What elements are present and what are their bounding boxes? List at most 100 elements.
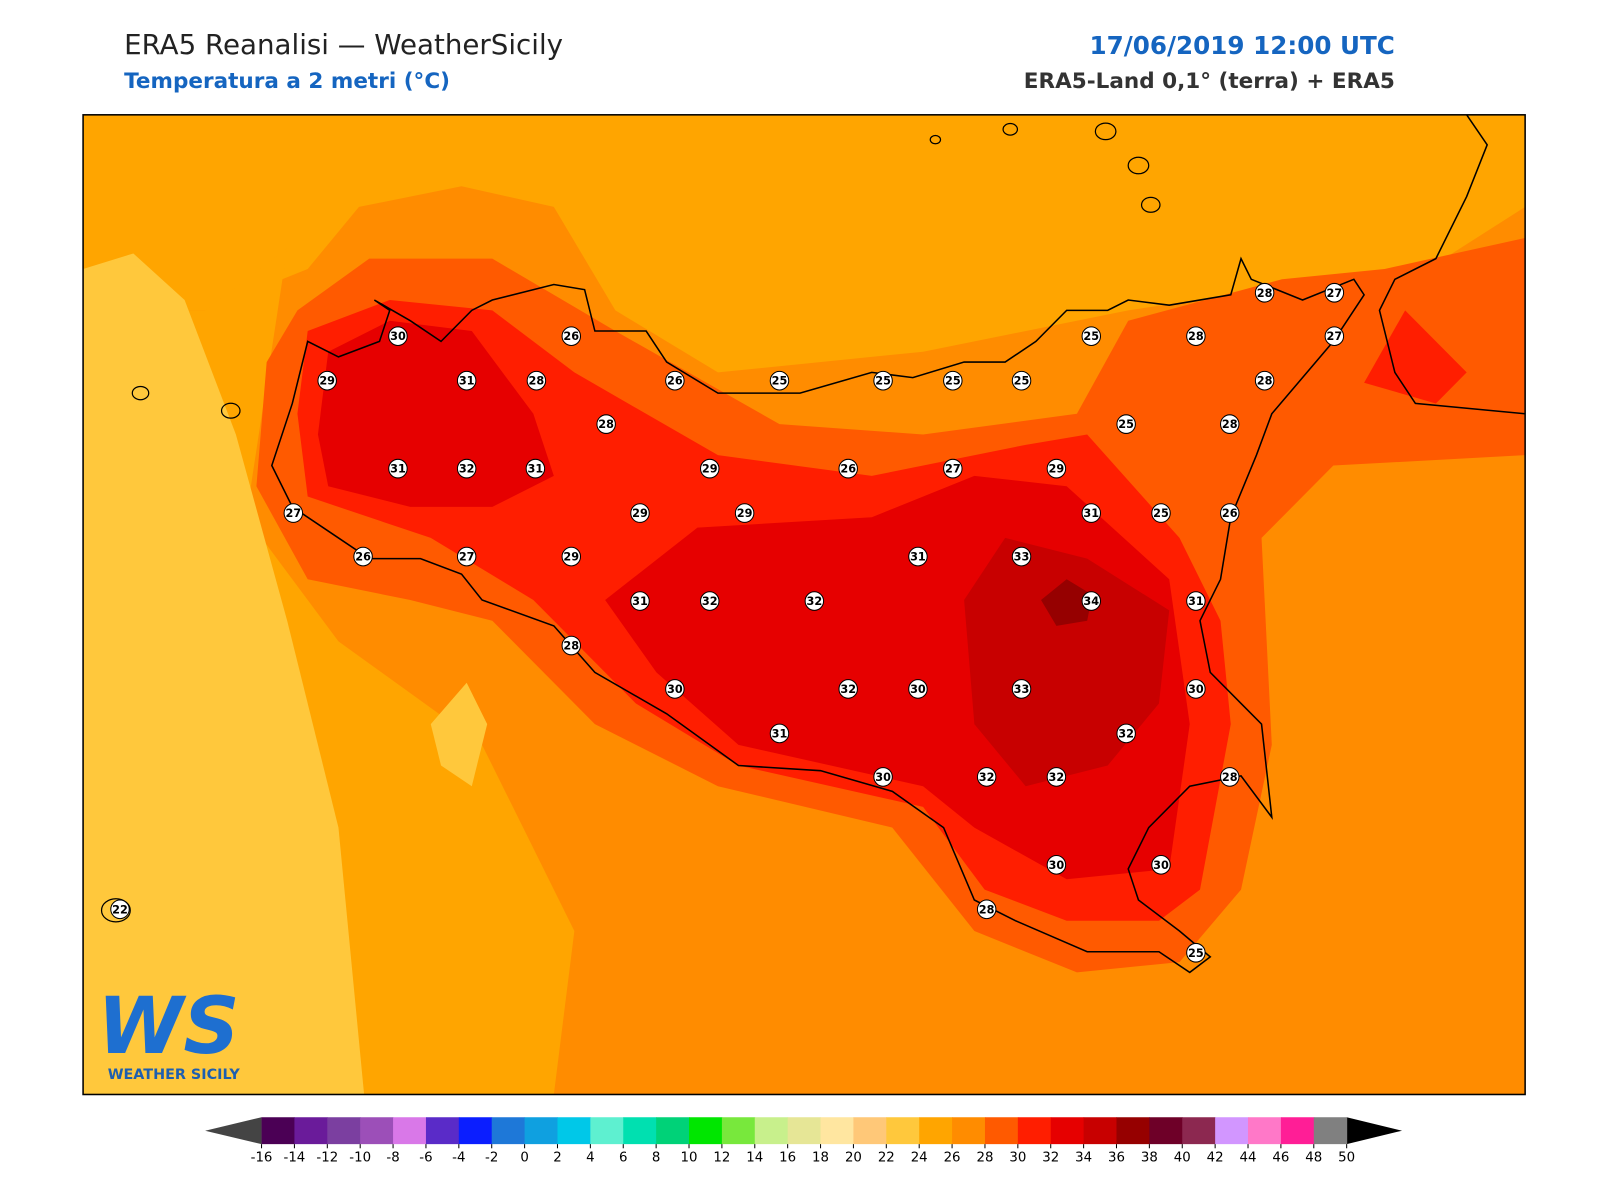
station-marker xyxy=(734,503,755,523)
temperature-contour xyxy=(83,253,365,1095)
station-value: 28 xyxy=(563,638,579,652)
station-marker xyxy=(908,679,928,699)
colorbar-segment xyxy=(919,1117,953,1145)
colorbar: -16 -14 -12 -10 -8 -6 -4 -2 0 2 4 6 8 10 12 14 16 18 20 22 2… xyxy=(205,1117,1403,1166)
colorbar-segment xyxy=(721,1117,756,1145)
station-marker xyxy=(1186,326,1206,347)
station-marker xyxy=(838,458,858,479)
station-value: 22 xyxy=(112,902,128,916)
station-value: 30 xyxy=(390,329,406,343)
station-marker xyxy=(1011,679,1032,699)
station-value: 30 xyxy=(1049,858,1065,872)
colorbar-segment xyxy=(820,1117,854,1145)
subtitle: Temperatura a 2 metri (°C) xyxy=(124,69,450,94)
colorbar-tick-label: 14 xyxy=(746,1151,763,1166)
colorbar-tick-label: 38 xyxy=(1141,1151,1158,1166)
colorbar-segment xyxy=(524,1117,558,1145)
station-marker xyxy=(317,370,337,391)
colorbar-segment xyxy=(360,1117,394,1145)
station-value: 25 xyxy=(1188,946,1204,960)
station-marker xyxy=(943,458,963,479)
station-value: 32 xyxy=(807,594,823,608)
station-marker xyxy=(1116,723,1136,744)
station-value: 32 xyxy=(459,462,475,476)
station-value: 25 xyxy=(772,374,788,388)
station-value: 30 xyxy=(910,682,926,696)
station-value: 31 xyxy=(910,550,926,564)
coastline xyxy=(1378,114,1526,415)
colorbar-segment xyxy=(754,1117,789,1145)
colorbar-segment xyxy=(1050,1117,1085,1145)
colorbar-under xyxy=(205,1117,262,1145)
colorbar-tick-label: 34 xyxy=(1075,1151,1092,1166)
station-value: 31 xyxy=(459,374,475,388)
station-value: 31 xyxy=(390,462,406,476)
station-value: 34 xyxy=(1083,594,1099,608)
station-value: 30 xyxy=(875,770,891,784)
station-value: 30 xyxy=(1153,858,1169,872)
station-marker xyxy=(1219,767,1240,787)
island xyxy=(1140,196,1161,213)
station-value: 33 xyxy=(1014,682,1030,696)
colorbar-tick-label: -8 xyxy=(386,1151,399,1166)
station-value: 32 xyxy=(702,594,718,608)
station-marker xyxy=(561,635,582,656)
colorbar-segment xyxy=(952,1117,986,1145)
station-value: 27 xyxy=(1327,286,1343,300)
station-marker xyxy=(1324,326,1345,347)
island xyxy=(220,402,241,419)
colorbar-segment xyxy=(689,1117,723,1145)
colorbar-segment xyxy=(1083,1117,1118,1145)
temperature-contour xyxy=(317,320,554,507)
station-marker xyxy=(1186,591,1206,611)
colorbar-tick-label: 16 xyxy=(779,1151,796,1166)
station-value: 31 xyxy=(1083,506,1099,520)
station-marker xyxy=(1324,282,1345,303)
colorbar-segment xyxy=(1215,1117,1249,1145)
station-value: 31 xyxy=(528,462,544,476)
colorbar-tick-label: -2 xyxy=(485,1151,498,1166)
station-marker xyxy=(908,546,928,567)
colorbar-tick-label: 4 xyxy=(586,1151,594,1166)
logo-text: WEATHER SICILY xyxy=(108,1067,241,1083)
map-frame xyxy=(82,114,1526,1096)
station-value: 28 xyxy=(1257,286,1273,300)
station-marker xyxy=(873,370,893,391)
colorbar-tick-label: -4 xyxy=(452,1151,465,1166)
colorbar-tick-label: 26 xyxy=(944,1151,961,1166)
colorbar-tick-label: -6 xyxy=(419,1151,432,1166)
station-value: 25 xyxy=(1083,329,1099,343)
colorbar-tick-label: 24 xyxy=(911,1151,928,1166)
station-marker xyxy=(838,679,858,699)
island xyxy=(100,898,131,923)
logo-mark: WS xyxy=(97,981,239,1072)
station-value: 25 xyxy=(1118,417,1134,431)
colorbar-tick-label: 28 xyxy=(976,1151,993,1166)
colorbar-tick-label: 42 xyxy=(1207,1151,1224,1166)
station-marker xyxy=(1081,591,1102,611)
colorbar-segment xyxy=(886,1117,920,1145)
stations: 30 26 29 31 28 26 25 25 25 25 25 28 28 27 27 28 25 28 28 31… xyxy=(110,282,1345,963)
station-value: 25 xyxy=(945,374,961,388)
station-value: 26 xyxy=(355,550,371,564)
temperature-contour xyxy=(1041,579,1093,626)
island xyxy=(131,385,150,401)
colorbar-segment xyxy=(393,1117,427,1145)
station-marker xyxy=(630,503,650,523)
colorbar-tick-label: -14 xyxy=(284,1151,306,1166)
station-value: 28 xyxy=(1222,417,1238,431)
station-marker xyxy=(976,767,997,787)
station-value: 29 xyxy=(563,550,579,564)
station-value: 29 xyxy=(632,506,648,520)
station-marker xyxy=(804,591,825,611)
station-value: 25 xyxy=(1153,506,1169,520)
colorbar-tick-label: 50 xyxy=(1338,1151,1355,1166)
station-marker xyxy=(943,370,963,391)
colorbar-tick-label: 12 xyxy=(713,1151,730,1166)
colorbar-tick-label: 2 xyxy=(553,1151,561,1166)
colorbar-segment xyxy=(787,1117,822,1145)
station-marker xyxy=(1186,942,1206,963)
station-marker xyxy=(353,546,373,567)
station-value: 28 xyxy=(529,374,545,388)
station-value: 27 xyxy=(1327,329,1343,343)
